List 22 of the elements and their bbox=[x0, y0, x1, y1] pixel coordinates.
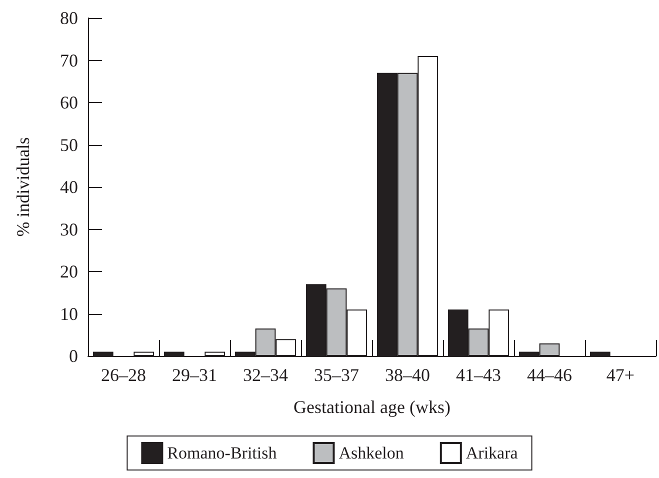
y-tick-label: 70 bbox=[60, 50, 78, 70]
legend-label: Ashkelon bbox=[338, 444, 404, 462]
y-tick-label: 80 bbox=[60, 8, 78, 28]
x-tick-label: 29–31 bbox=[172, 365, 217, 385]
y-tick-label: 20 bbox=[60, 262, 78, 282]
y-axis-title: % individuals bbox=[13, 137, 33, 237]
y-tick-label: 60 bbox=[60, 92, 78, 112]
y-tick-label: 30 bbox=[60, 219, 78, 240]
x-tick-label: 32–34 bbox=[243, 365, 288, 385]
x-tick-label: 44–46 bbox=[527, 365, 572, 385]
y-tick-label: 40 bbox=[60, 177, 78, 197]
y-tick-label: 0 bbox=[69, 346, 78, 366]
x-tick-label: 26–28 bbox=[101, 365, 146, 385]
x-tick-label: 47+ bbox=[606, 365, 635, 385]
y-tick-label: 10 bbox=[60, 304, 78, 324]
x-tick-label: 41–43 bbox=[456, 365, 501, 385]
legend-label: Romano-British bbox=[167, 444, 278, 462]
y-tick-label: 50 bbox=[60, 134, 78, 155]
x-tick-label: 35–37 bbox=[314, 365, 359, 385]
x-axis-title: Gestational age (wks) bbox=[294, 397, 450, 417]
x-tick-label: 38–40 bbox=[385, 365, 430, 385]
legend-label: Arikara bbox=[466, 444, 518, 462]
